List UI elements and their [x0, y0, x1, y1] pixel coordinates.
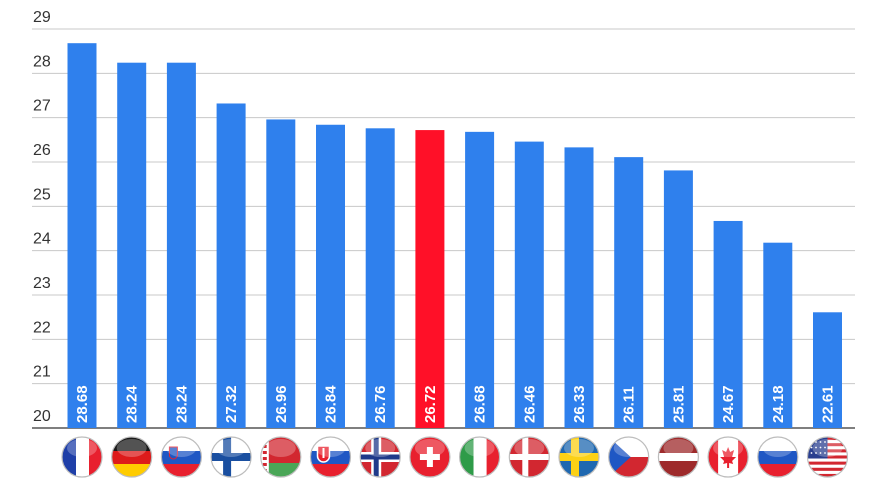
flag-belarus-icon: [260, 436, 302, 478]
flag-italy-icon: [459, 436, 501, 478]
y-tick-label: 23: [33, 275, 51, 292]
bar-denmark: [514, 141, 544, 428]
bar-value-label: 26.11: [621, 386, 638, 423]
bar-value-label: 26.76: [372, 385, 389, 423]
bars: [67, 43, 842, 429]
flag-canada-icon: [707, 436, 749, 478]
value-labels: 28.68 28.24 28.24 27.32 26.96 26.84 26.76 26.72…: [74, 385, 837, 423]
bar-italy: [465, 131, 495, 428]
y-tick-label: 20: [33, 408, 51, 425]
bar-value-label: 26.46: [521, 385, 538, 423]
bar-value-label: 26.84: [323, 385, 340, 423]
bar-value-label: 28.24: [124, 385, 141, 423]
x-axis-flags: [61, 436, 849, 478]
flag-slovakia-icon: [309, 436, 352, 478]
bar-germany: [117, 62, 147, 429]
bar-slovenia: [166, 62, 196, 429]
bar-value-label: 26.72: [422, 385, 439, 423]
flag-norway-icon: [359, 436, 401, 478]
flag-usa-icon: [806, 436, 849, 478]
flag-denmark-icon: [508, 436, 550, 478]
y-tick-label: 28: [33, 53, 51, 70]
flag-slovenia-icon: [160, 436, 202, 478]
flag-latvia-icon: [657, 436, 700, 478]
y-axis-ticks: 20 21 22 23 24 25 26 27 28 29: [33, 9, 51, 425]
bar-belarus: [266, 119, 296, 428]
flag-germany-icon: [111, 436, 153, 478]
bar-russia: [763, 242, 793, 428]
bar-value-label: 26.68: [472, 385, 489, 423]
bar-finland: [216, 103, 246, 428]
flag-czech-republic-icon: [608, 436, 650, 478]
bar-canada: [713, 220, 743, 428]
y-tick-label: 29: [33, 9, 51, 26]
bar-value-label: 27.32: [223, 385, 240, 423]
y-tick-label: 26: [33, 142, 51, 159]
bar-value-label: 26.96: [273, 385, 290, 423]
bar-slovakia: [316, 124, 345, 428]
flag-sweden-icon: [558, 436, 600, 478]
y-tick-label: 21: [33, 364, 51, 381]
bar-value-label: 26.33: [571, 385, 588, 423]
bar-value-label: 22.61: [820, 385, 837, 423]
bar-value-label: 28.24: [173, 385, 190, 423]
bar-value-label: 24.67: [720, 385, 737, 423]
bar-latvia: [663, 170, 693, 428]
bar-value-label: 25.81: [670, 385, 687, 423]
bar-value-label: 24.18: [770, 385, 787, 423]
flag-russia-icon: [757, 436, 799, 478]
y-tick-label: 27: [33, 98, 51, 115]
flag-france-icon: [61, 436, 103, 478]
y-tick-label: 22: [33, 319, 51, 336]
bar-value-label: 28.68: [74, 385, 91, 423]
bar-czech-republic: [614, 157, 644, 428]
flag-finland-icon: [210, 436, 252, 478]
flag-switzerland-icon: [409, 436, 451, 478]
bar-switzerland: [415, 130, 445, 428]
bar-usa: [813, 312, 842, 428]
bar-norway: [365, 128, 395, 428]
y-tick-label: 25: [33, 186, 51, 203]
bar-sweden: [564, 147, 594, 428]
bar-france: [67, 43, 97, 428]
y-tick-label: 24: [33, 231, 51, 248]
